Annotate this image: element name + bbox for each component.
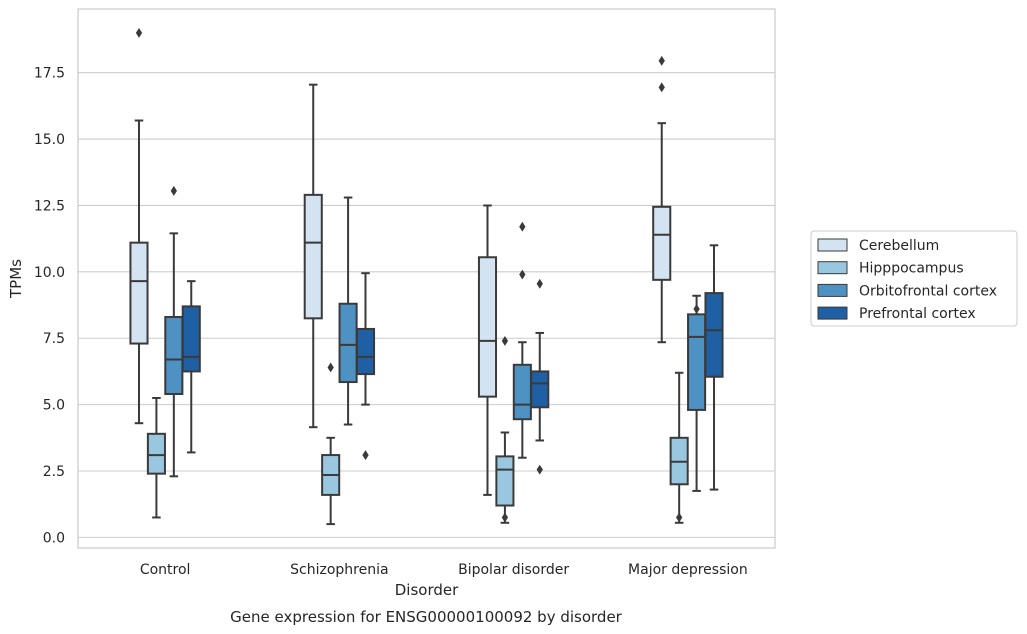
iqr-box <box>495 455 515 507</box>
outlier-point <box>693 304 700 314</box>
legend-swatch <box>817 261 848 275</box>
y-tick-label: 7.5 <box>43 331 65 347</box>
box-hipppocampus-1 <box>321 362 341 526</box>
iqr-box <box>338 302 358 384</box>
box-hipppocampus-0 <box>146 396 166 519</box>
plot-frame <box>77 8 776 549</box>
outlier-point <box>170 185 177 196</box>
box-prefrontal-cortex-3 <box>704 244 724 491</box>
box-cerebellum-1 <box>303 83 323 429</box>
y-tick-label: 12.5 <box>34 198 65 214</box>
x-tick-label: Major depression <box>628 562 748 578</box>
box-orbitofrontal-cortex-1 <box>338 196 358 426</box>
box-prefrontal-cortex-0 <box>181 280 201 454</box>
box-hipppocampus-3 <box>669 371 689 524</box>
chart-title: Gene expression for ENSG00000100092 by d… <box>230 608 623 626</box>
x-tick-label: Control <box>140 562 191 578</box>
box-cerebellum-2 <box>477 204 498 496</box>
y-tick-label: 15.0 <box>34 132 65 148</box>
iqr-box <box>512 363 532 421</box>
outlier-point <box>135 27 143 38</box>
iqr-box <box>355 327 376 376</box>
y-tick-labels: 0.0 2.5 5.0 7.5 10.0 12.5 15.0 17.5 <box>34 66 65 547</box>
iqr-box <box>129 241 149 345</box>
legend-label: Cerebellum <box>859 238 939 254</box>
outlier-point <box>327 362 334 373</box>
iqr-box <box>303 193 323 320</box>
x-axis-label: Disorder <box>395 581 459 599</box>
outlier-point <box>536 464 543 475</box>
x-tick-label: Schizophrenia <box>290 562 388 578</box>
iqr-box <box>181 305 201 373</box>
iqr-box <box>652 205 672 281</box>
y-tick-label: 10.0 <box>34 265 65 281</box>
legend-swatch <box>817 306 848 320</box>
outlier-point <box>362 450 369 461</box>
iqr-box <box>704 292 724 378</box>
box-orbitofrontal-cortex-0 <box>164 185 184 478</box>
legend-label: Prefrontal cortex <box>859 306 976 322</box>
y-tick-label: 0.0 <box>43 530 65 546</box>
x-tick-label: Bipolar disorder <box>458 562 569 578</box>
box-orbitofrontal-cortex-2 <box>512 221 532 459</box>
outlier-point <box>519 269 526 280</box>
box-hipppocampus-2 <box>495 335 515 524</box>
box-cerebellum-0 <box>129 27 149 425</box>
legend-frame <box>810 230 1018 327</box>
legend-label: Hipppocampus <box>859 261 964 277</box>
iqr-box <box>146 432 166 475</box>
outlier-point <box>536 278 543 289</box>
box-orbitofrontal-cortex-3 <box>687 294 707 492</box>
iqr-box <box>687 313 707 411</box>
outlier-point <box>501 335 509 346</box>
box-prefrontal-cortex-2 <box>530 278 550 475</box>
box-prefrontal-cortex-1 <box>355 272 376 461</box>
outlier-point <box>519 221 526 232</box>
x-tick-labels: Control Schizophrenia Bipolar disorder Majo… <box>140 562 748 578</box>
legend-label: Orbitofrontal cortex <box>859 283 997 299</box>
legend: Cerebellum Hipppocampus Orbitofrontal cort… <box>810 230 1018 327</box>
y-axis-label: TPMs <box>7 259 25 299</box>
outlier-point <box>658 82 665 93</box>
box-layer <box>129 27 724 526</box>
iqr-box <box>164 316 184 395</box>
legend-swatch <box>817 238 848 252</box>
y-tick-label: 2.5 <box>43 464 65 480</box>
legend-swatch <box>817 283 848 297</box>
outlier-point <box>676 512 683 523</box>
outlier-point <box>501 512 509 523</box>
box-cerebellum-3 <box>652 55 672 344</box>
iqr-box <box>530 370 550 409</box>
y-tick-label: 5.0 <box>43 398 65 414</box>
y-tick-label: 17.5 <box>34 66 65 82</box>
outlier-point <box>658 55 665 66</box>
iqr-box <box>477 256 498 398</box>
